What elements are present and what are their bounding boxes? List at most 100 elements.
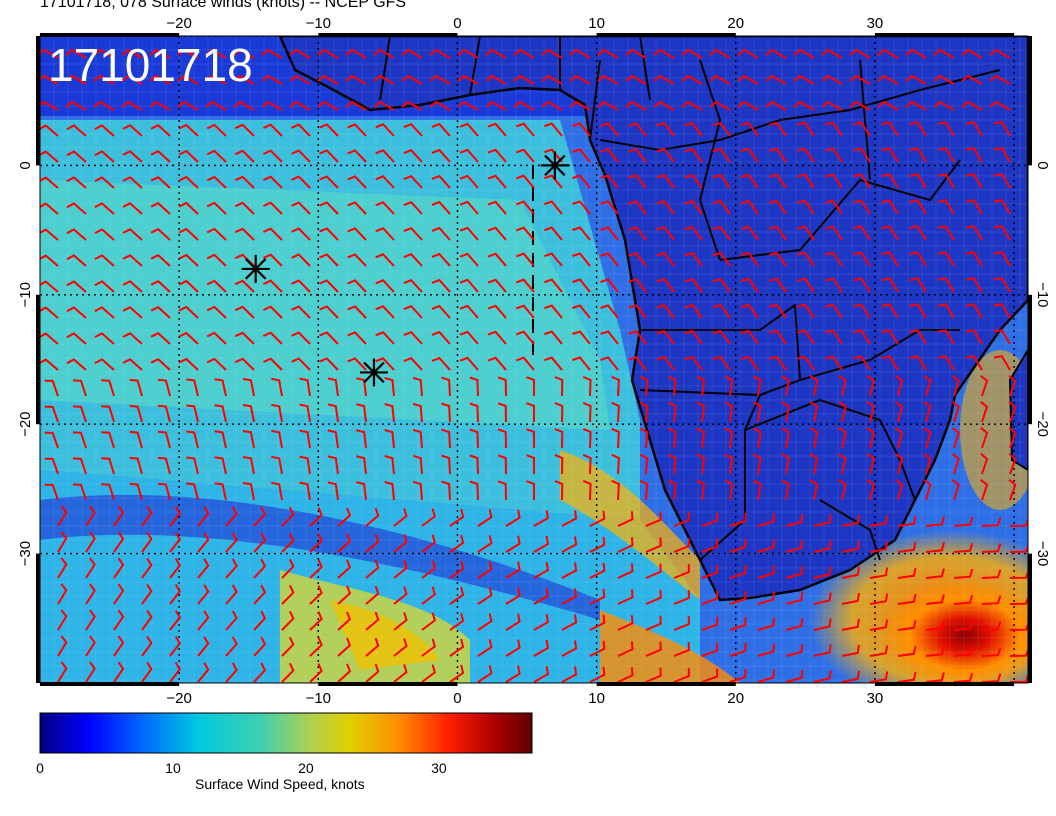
wind-barb — [681, 74, 703, 85]
wind-barb — [121, 100, 143, 111]
wind-barb — [813, 514, 832, 527]
wind-barb — [66, 280, 87, 293]
wind-barb — [101, 379, 115, 397]
wind-barb — [869, 593, 889, 605]
wind-barb — [66, 358, 87, 371]
wind-barb — [253, 662, 267, 683]
wind-barb — [261, 74, 283, 85]
wind-barb — [709, 48, 731, 59]
wind-barb — [667, 375, 677, 397]
wind-barb — [412, 376, 423, 397]
wind-barb — [197, 558, 210, 579]
wind-barb — [393, 612, 408, 631]
wind-barb — [881, 303, 899, 319]
wind-barb — [262, 123, 283, 137]
wind-barb — [384, 455, 395, 475]
wind-barb — [513, 48, 535, 59]
wind-barb — [600, 252, 619, 267]
wind-barb — [365, 507, 380, 527]
wind-barb — [849, 48, 871, 59]
wind-barb — [40, 202, 59, 215]
wind-barb — [225, 610, 238, 631]
wind-barb — [291, 253, 311, 267]
wind-barb — [421, 664, 436, 683]
wind-barb — [981, 647, 1002, 657]
wind-barb — [617, 537, 634, 553]
wind-barb — [271, 403, 283, 423]
wind-barb — [895, 427, 904, 449]
wind-barb — [543, 122, 563, 137]
wind-barb — [225, 662, 238, 683]
wind-barb — [421, 508, 436, 527]
wind-barb — [526, 480, 535, 500]
wind-barb — [337, 663, 352, 683]
wind-barb — [206, 201, 227, 215]
wind-barb — [809, 453, 819, 475]
wind-barb — [469, 428, 479, 449]
wind-barb — [881, 121, 899, 137]
wind-barb — [262, 175, 283, 189]
wind-barb — [925, 672, 945, 683]
wind-barb — [178, 175, 199, 189]
wind-barb — [681, 100, 703, 111]
wind-barb — [768, 329, 787, 345]
wind-barb — [838, 479, 847, 501]
wind-barb — [347, 279, 367, 293]
wind-barb — [94, 202, 115, 215]
wind-barb — [66, 332, 87, 345]
wind-barb — [768, 199, 787, 215]
wind-barb — [853, 173, 871, 189]
wind-barb — [206, 305, 227, 319]
wind-barb — [319, 305, 339, 319]
wind-barb — [701, 616, 719, 631]
wind-barb — [681, 48, 703, 59]
wind-barb — [431, 330, 451, 345]
wind-barb — [356, 481, 367, 501]
wind-barb — [628, 356, 647, 371]
wind-barb — [205, 48, 227, 59]
wind-barb — [757, 669, 775, 683]
wind-barb — [327, 403, 339, 423]
wind-barb — [582, 401, 592, 423]
wind-barb — [1008, 374, 1017, 397]
wind-barb — [262, 331, 283, 345]
wind-barb — [141, 531, 153, 553]
wind-barb — [459, 226, 479, 241]
wind-barb — [796, 277, 815, 293]
wind-barb — [729, 590, 747, 605]
wind-barb — [813, 566, 832, 579]
wind-barb — [785, 513, 804, 527]
wind-barb — [242, 378, 255, 397]
wind-barbs — [40, 48, 1028, 683]
wind-barb — [40, 332, 59, 345]
wind-barb — [347, 357, 367, 371]
wind-barb — [449, 508, 465, 527]
wind-barb — [271, 455, 283, 475]
wind-barb — [838, 427, 847, 449]
wind-barb — [909, 355, 927, 371]
wind-barb — [853, 303, 871, 319]
wind-barb — [337, 533, 352, 553]
wind-barb — [150, 150, 171, 163]
wind-barb — [85, 609, 96, 631]
wind-barb — [684, 252, 703, 267]
wind-barb — [825, 277, 843, 293]
wind-barb — [796, 355, 815, 371]
wind-barb — [925, 620, 945, 631]
wind-barb — [403, 149, 423, 163]
wind-barb — [853, 147, 871, 163]
wind-barb — [177, 48, 199, 59]
wind-barb — [101, 457, 115, 475]
wind-barb — [214, 404, 227, 423]
wind-barb — [403, 175, 423, 189]
wind-barb — [487, 200, 507, 215]
wind-barb — [841, 566, 860, 579]
wind-barb — [653, 100, 675, 111]
wind-barb — [40, 74, 59, 85]
wind-barb — [93, 74, 115, 85]
wind-barb — [337, 507, 352, 527]
wind-barb — [781, 375, 790, 397]
wind-barb — [526, 428, 535, 448]
lon-tick-label-bottom: −20 — [166, 690, 191, 707]
wind-barb — [729, 538, 747, 553]
